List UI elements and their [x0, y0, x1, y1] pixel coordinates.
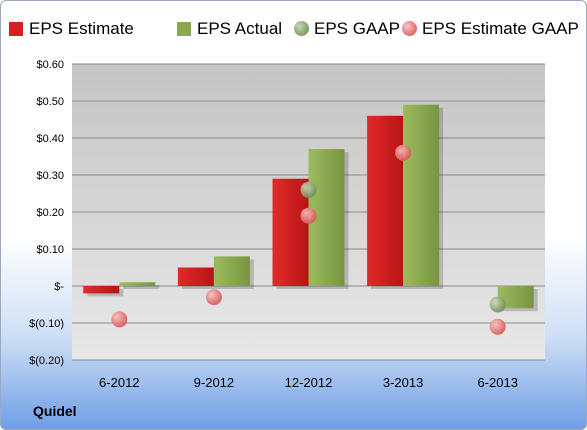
point-eps-estimate-gaap — [111, 311, 128, 328]
point-eps-gaap — [489, 296, 506, 313]
legend-marker-eps-estimate-gaap — [402, 21, 417, 36]
x-axis-tick-labels: 6-2012 9-2012 12-2012 3-2013 6-2013 — [99, 375, 518, 390]
y-tick-label: $0.40 — [36, 133, 64, 145]
y-tick-label: $(0.20) — [29, 355, 64, 367]
bar-eps-estimate — [83, 286, 120, 294]
y-tick-label: $0.50 — [36, 96, 64, 108]
y-axis-tick-labels: $0.60 $0.50 $0.40 $0.30 $0.20 $0.10 $- $(0.10) $… — [29, 59, 64, 367]
bar-eps-actual — [403, 104, 440, 286]
x-tick-label: 9-2012 — [194, 375, 234, 390]
bar-eps-estimate — [367, 115, 404, 286]
point-eps-estimate-gaap — [205, 289, 222, 306]
bar-eps-estimate — [272, 178, 309, 286]
legend-marker-eps-gaap — [294, 21, 309, 36]
x-tick-label: 6-2013 — [477, 375, 517, 390]
y-tick-label: $0.30 — [36, 170, 64, 182]
bar-shadow — [123, 285, 160, 289]
company-name: Quidel — [33, 403, 77, 419]
points — [111, 144, 506, 335]
x-tick-label: 6-2012 — [99, 375, 139, 390]
bar-eps-actual — [119, 282, 156, 286]
point-eps-estimate-gaap — [489, 318, 506, 335]
y-tick-label: $0.60 — [36, 59, 64, 71]
point-eps-estimate-gaap — [395, 144, 412, 161]
y-tick-label: $(0.10) — [29, 318, 64, 330]
legend-label-eps-estimate: EPS Estimate — [29, 19, 134, 38]
y-tick-label: $0.20 — [36, 207, 64, 219]
x-tick-label: 3-2013 — [383, 375, 423, 390]
y-tick-label: $- — [54, 281, 64, 293]
legend-swatch-eps-estimate — [9, 22, 23, 36]
y-tick-label: $0.10 — [36, 244, 64, 256]
legend-label-eps-estimate-gaap: EPS Estimate GAAP — [422, 19, 579, 38]
point-eps-estimate-gaap — [300, 207, 317, 224]
legend-swatch-eps-actual — [177, 22, 191, 36]
bars — [83, 104, 538, 312]
point-eps-gaap — [300, 181, 317, 198]
bar-eps-actual — [497, 286, 534, 309]
legend-label-eps-actual: EPS Actual — [197, 19, 283, 38]
bar-eps-estimate — [177, 267, 214, 286]
legend-label-eps-gaap: EPS GAAP — [314, 19, 400, 38]
x-tick-label: 12-2012 — [285, 375, 333, 390]
legend: EPS Estimate EPS Actual EPS GAAP EPS Est… — [1, 1, 586, 41]
bar-eps-actual — [213, 256, 250, 286]
